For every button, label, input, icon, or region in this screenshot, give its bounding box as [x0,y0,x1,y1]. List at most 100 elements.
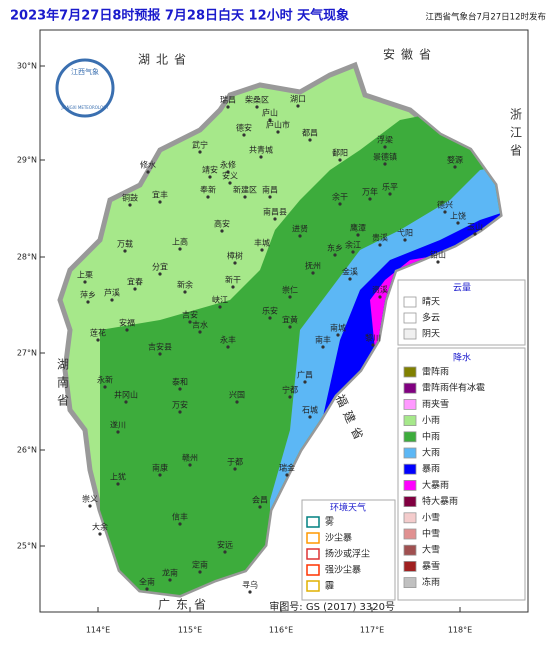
legend-swatch [403,447,417,459]
legend-swatch [403,463,417,475]
city-dot [128,203,132,207]
city-name: 柴桑区 [245,95,269,105]
legend-swatch [403,312,417,324]
city-dot [276,130,280,134]
city-dot [268,316,272,320]
legend-swatch [403,296,417,308]
city-dot [308,138,312,142]
city-name: 瑞金 [279,463,295,473]
legend-swatch [306,516,320,528]
city-name: 丰城 [254,238,270,248]
city-dot [443,210,447,214]
city-dot [123,249,127,253]
city-dot [86,300,90,304]
title: 2023年7月27日8时预报 7月28日白天 12小时 天气现象 [10,8,349,24]
city-name: 铜鼓 [122,193,138,203]
city-name: 宜丰 [152,190,168,200]
city-name: 泰和 [172,377,188,387]
city-name: 万载 [117,239,133,249]
city-dot [288,295,292,299]
city-name: 分宜 [152,262,168,272]
city-dot [242,133,246,137]
legend-label: 暴雨 [422,464,440,475]
legend-label: 扬沙或浮尘 [325,548,370,560]
city-name: 婺源 [447,155,463,165]
city-name: 庐山市 [266,120,290,130]
legend-swatch [403,512,417,524]
lat-label: 28°N [17,253,37,262]
city-dot [158,200,162,204]
city-name: 进贤 [292,225,308,234]
city-dot [168,578,172,582]
city-name: 永丰 [220,335,236,345]
logo-ring [55,58,115,118]
city-name: 信丰 [172,512,188,522]
city-name: 井冈山 [114,390,138,400]
city-name: 峡江 [212,295,228,305]
city-name: 宜黄 [282,315,298,325]
city-name: 新干 [225,275,241,285]
legend-swatch [306,532,320,544]
legend-label: 大暴雨 [422,479,449,491]
city-name: 资溪 [372,285,388,295]
city-name: 湖口 [290,95,306,104]
city-dot [268,195,272,199]
city-dot [158,272,162,276]
city-name: 贵溪 [372,233,388,243]
city-name: 鹰潭 [350,223,366,233]
legend-label: 雨夹雪 [422,398,449,410]
city-dot [226,345,230,349]
city-dot [273,217,277,221]
city-name: 莲花 [90,328,106,338]
city-dot [178,522,182,526]
legend-label: 中雪 [422,528,440,540]
lon-label: 118°E [448,626,472,635]
review-number: 审图号: GS (2017) 3320号 [269,600,395,613]
logo-name: 江西气象 [71,67,99,76]
city-name: 芦溪 [104,288,120,298]
city-dot [321,345,325,349]
lon-label: 115°E [178,626,202,635]
legend-swatch [306,548,320,560]
city-name: 萍乡 [80,290,96,300]
city-dot [296,104,300,108]
legend-swatch [306,564,320,576]
city-dot [158,473,162,477]
city-name: 德安 [236,123,252,133]
city-dot [198,330,202,334]
city-dot [259,155,263,159]
legend-label: 雷阵雨伴有冰雹 [422,382,485,394]
city-dot [96,338,100,342]
city-dot [473,232,477,236]
legend-label: 冻雨 [422,576,440,588]
city-dot [98,532,102,536]
city-dot [403,238,407,242]
lat-label: 30°N [17,62,37,71]
city-name: 南昌 [262,185,278,195]
city-dot [178,410,182,414]
city-dot [133,287,137,291]
province-name: 湖南省 [56,357,70,412]
city-name: 庐山 [262,108,278,118]
city-name: 瑞昌 [220,95,236,105]
city-name: 余江 [345,240,361,250]
city-dot [233,261,237,265]
lat-label: 29°N [17,156,37,165]
city-dot [103,385,107,389]
legend-label: 晴天 [422,296,440,308]
legend-title: 降水 [453,352,471,364]
legend-label: 雷阵雨 [422,366,449,378]
city-dot [125,328,129,332]
city-dot [383,162,387,166]
city-name: 吉水 [192,320,208,330]
legend-swatch [403,328,417,340]
city-dot [260,248,264,252]
city-name: 万安 [172,400,188,410]
city-name: 鄱阳 [332,149,348,158]
city-name: 抚州 [305,261,321,271]
city-name: 余干 [332,192,348,202]
province-name: 安徽省 [383,47,437,62]
legend-swatch [403,366,417,378]
